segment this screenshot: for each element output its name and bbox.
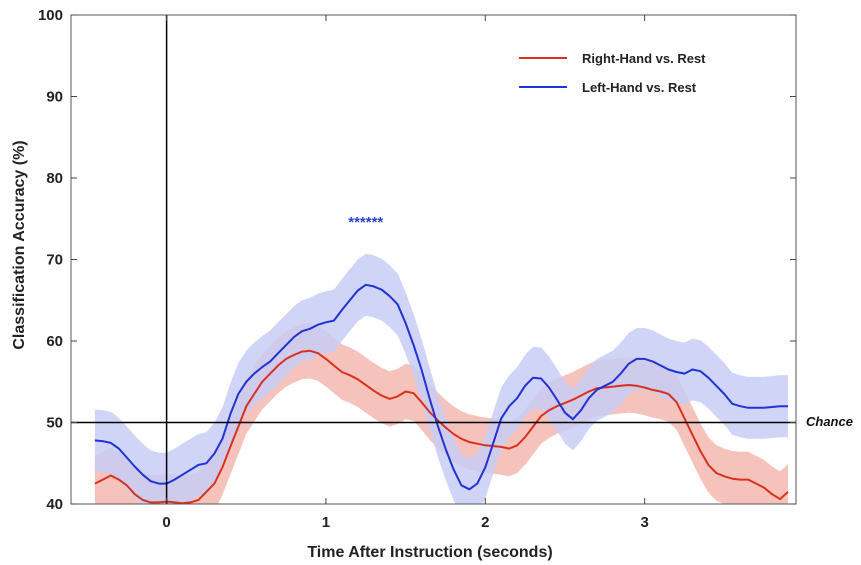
y-tick-label: 70 [46,252,63,269]
series-line-left-hand [94,283,788,491]
chance-label: Chance [806,414,853,429]
confidence-bands [94,253,788,504]
x-tick-label: 1 [322,514,330,531]
x-axis-title: Time After Instruction (seconds) [307,544,552,561]
significance-annotation: ****** [348,214,383,231]
legend-label-left-hand: Left-Hand vs. Rest [582,80,697,95]
legend-label-right-hand: Right-Hand vs. Rest [582,51,706,66]
y-tick-label: 90 [46,89,63,106]
y-axis-title: Classification Accuracy (%) [11,140,28,349]
reference-lines [71,15,796,504]
y-tick-label: 100 [38,7,63,24]
y-tick-label: 50 [46,415,63,432]
y-tick-label: 60 [46,333,63,350]
confidence-band-left-hand [94,253,788,504]
y-tick-label: 40 [46,496,63,513]
x-tick-label: 2 [481,514,489,531]
legend: Right-Hand vs. Rest Left-Hand vs. Rest [519,51,706,95]
x-tick-label: 3 [640,514,648,531]
series-lines [94,283,789,504]
series-line-right-hand [94,349,789,504]
y-tick-label: 80 [46,170,63,187]
x-tick-label: 0 [162,514,170,531]
axis-ticks: 40 50 60 70 80 90 100 0 1 2 3 [38,7,796,531]
